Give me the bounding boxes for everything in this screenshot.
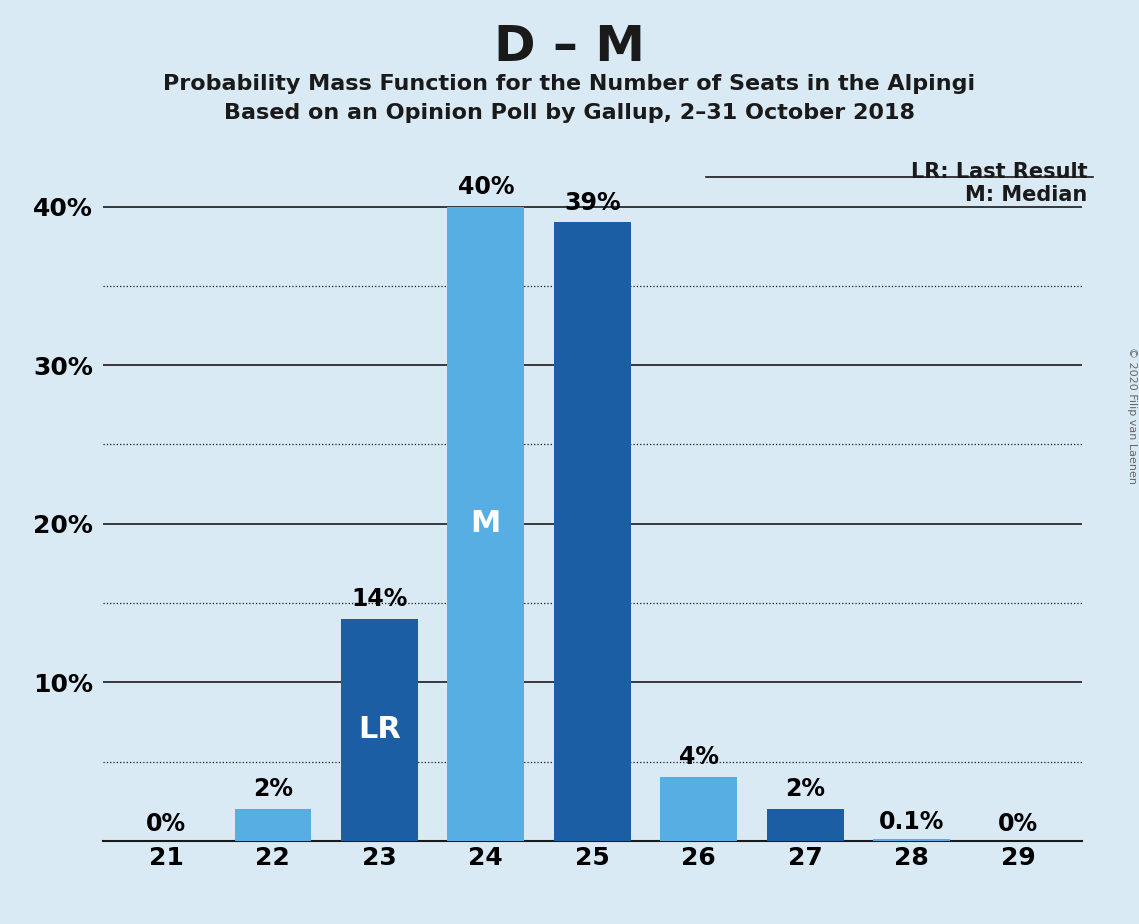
Bar — [767, 809, 844, 841]
Text: 0%: 0% — [998, 812, 1039, 836]
Bar — [661, 777, 737, 841]
Text: 14%: 14% — [351, 587, 408, 611]
Text: 2%: 2% — [253, 777, 293, 801]
Text: 0%: 0% — [146, 812, 187, 836]
Text: 0.1%: 0.1% — [879, 810, 944, 834]
Bar — [874, 839, 950, 841]
Text: M: Median: M: Median — [966, 185, 1088, 205]
Text: M: M — [470, 509, 501, 539]
Text: LR: LR — [358, 715, 401, 745]
Text: D – M: D – M — [494, 23, 645, 71]
Text: Probability Mass Function for the Number of Seats in the Alpingi: Probability Mass Function for the Number… — [163, 74, 976, 94]
Text: LR: Last Result: LR: Last Result — [911, 162, 1088, 182]
Bar — [554, 223, 631, 841]
Bar — [448, 207, 524, 841]
Text: Based on an Opinion Poll by Gallup, 2–31 October 2018: Based on an Opinion Poll by Gallup, 2–31… — [224, 103, 915, 124]
Text: © 2020 Filip van Laenen: © 2020 Filip van Laenen — [1126, 347, 1137, 484]
Text: 40%: 40% — [458, 175, 514, 199]
Text: 39%: 39% — [564, 190, 621, 214]
Text: 2%: 2% — [785, 777, 826, 801]
Bar — [341, 619, 418, 841]
Text: 4%: 4% — [679, 746, 719, 770]
Bar — [235, 809, 311, 841]
